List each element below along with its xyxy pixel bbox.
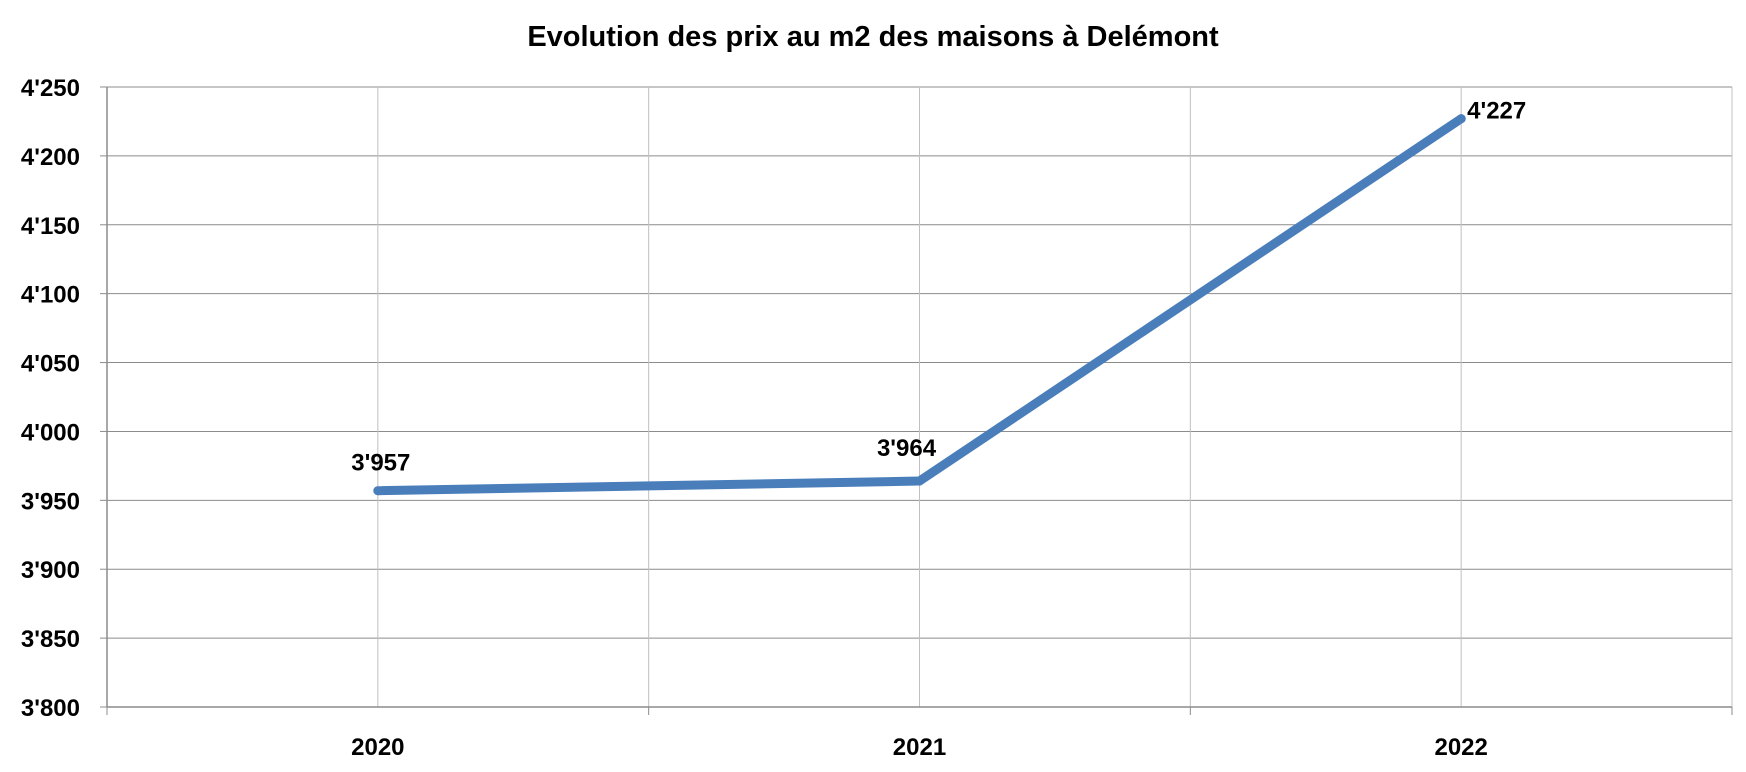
y-axis-ticks: 3'800 3'850 3'900 3'950 4'000 4'050 4'100 4'150… [21, 75, 80, 722]
chart-title: Evolution des prix au m2 des maisons à D… [527, 21, 1219, 53]
y-tick-label: 3'900 [21, 557, 80, 584]
y-tick-label: 4'150 [21, 213, 80, 240]
data-label: 4'227 [1467, 98, 1526, 125]
y-tick-label: 4'100 [21, 282, 80, 309]
y-tick-label: 4'250 [21, 75, 80, 102]
data-point [915, 476, 924, 486]
x-tick-label: 2020 [351, 734, 404, 761]
y-tick-label: 4'050 [21, 351, 80, 378]
data-label: 3'957 [351, 450, 410, 477]
y-tick-label: 4'000 [21, 419, 80, 446]
x-tick-label: 2022 [1434, 734, 1487, 761]
y-tick-label: 3'850 [21, 626, 80, 653]
data-labels: 3'957 3'964 4'227 [351, 98, 1526, 477]
data-label: 3'964 [877, 435, 937, 462]
y-tick-label: 3'800 [21, 695, 80, 722]
y-tick-label: 4'200 [21, 144, 80, 171]
data-point [1456, 114, 1466, 124]
grid [107, 86, 1733, 707]
series-group [373, 114, 1466, 496]
x-tick-label: 2021 [893, 734, 946, 761]
data-point [373, 486, 383, 496]
y-tick-label: 3'950 [21, 488, 80, 515]
axes [100, 86, 1733, 715]
x-axis-ticks: 2020 2021 2022 [351, 734, 1488, 761]
